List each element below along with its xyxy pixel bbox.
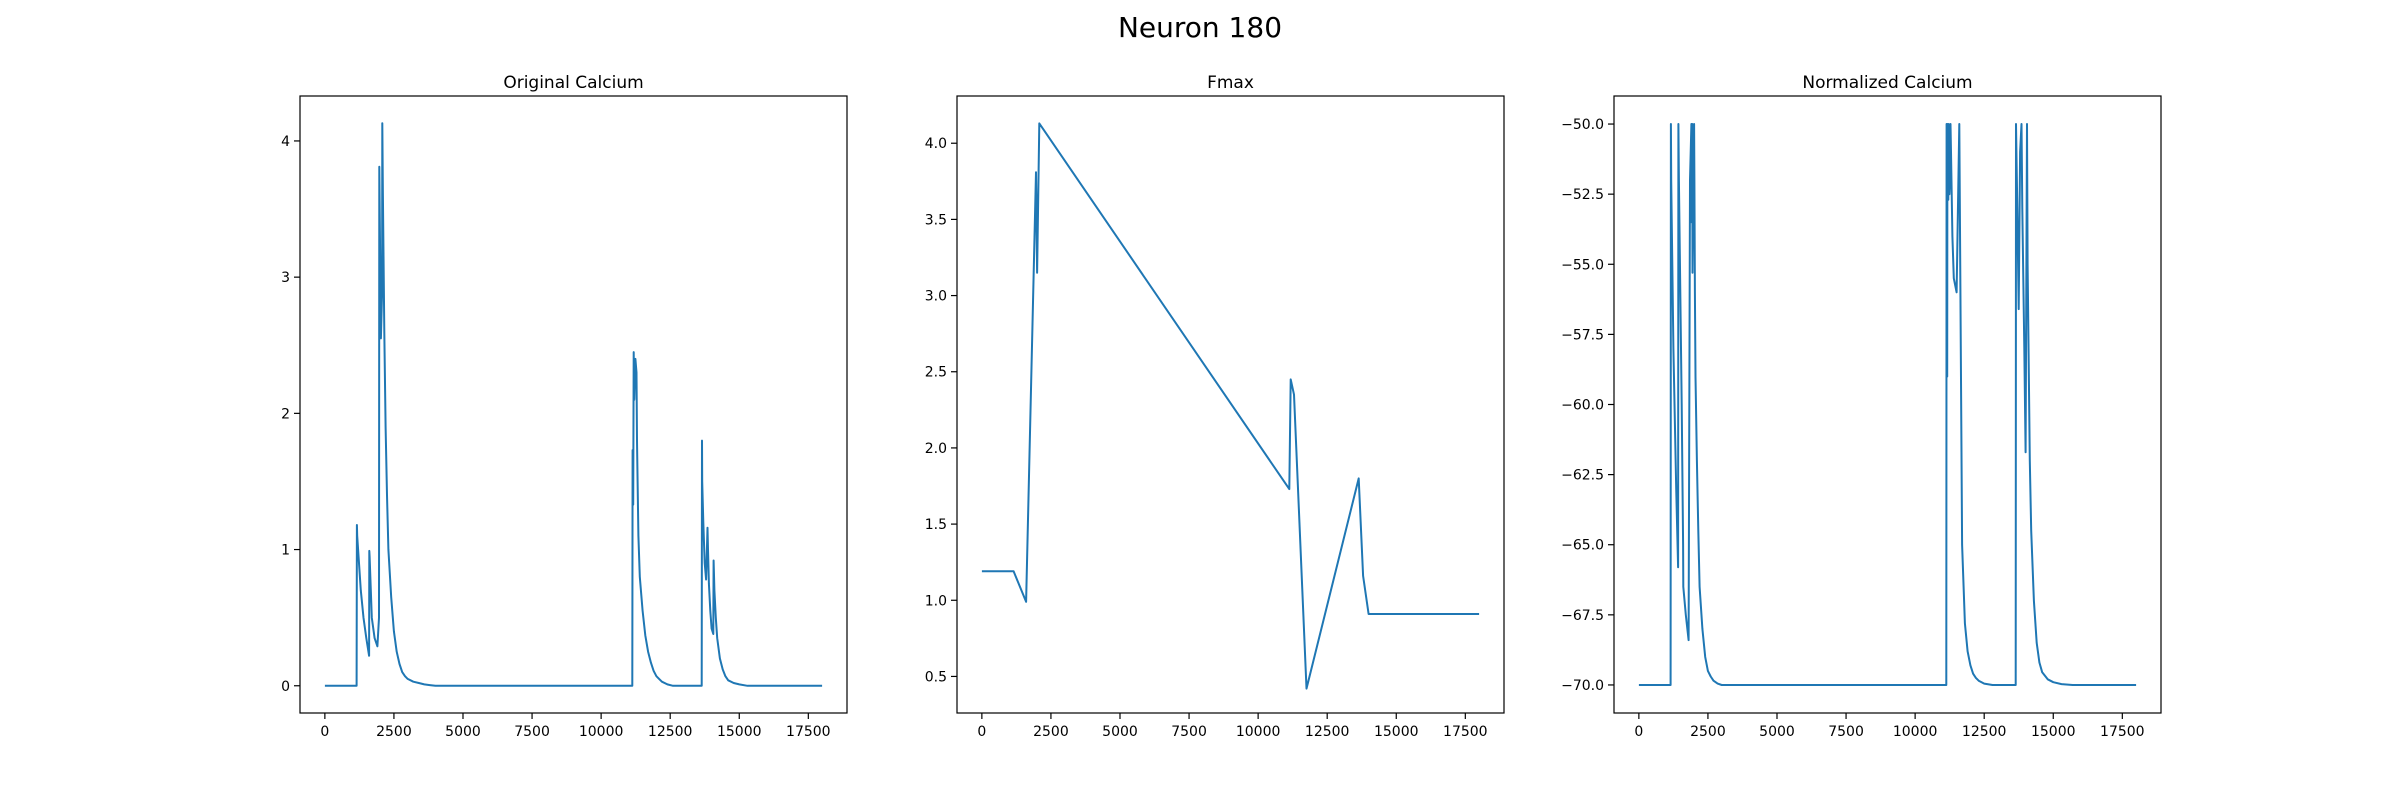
x-tick-label: 2500	[1033, 724, 1069, 740]
subplot-fmax: Fmax 0 2500 5000 7500 10000 12500 15000 17500 0.…	[925, 73, 1505, 740]
axes-frame	[299, 95, 848, 714]
x-tick-label: 7500	[1828, 724, 1864, 740]
x-tick-label: 15000	[2031, 724, 2076, 740]
y-tick-label: −65.0	[1561, 538, 1604, 554]
y-tick-label: −67.5	[1561, 608, 1604, 624]
y-tick-label: 3.0	[925, 289, 947, 305]
x-tick-label: 10000	[1236, 724, 1281, 740]
x-tick-label: 15000	[1374, 724, 1419, 740]
subplot-title: Fmax	[1207, 73, 1254, 93]
y-tick-label: 0.5	[925, 669, 947, 685]
x-tick-label: 0	[320, 724, 329, 740]
y-tick-label: 4	[281, 134, 290, 150]
y-tick-label: 3	[281, 270, 290, 286]
y-tick-label: −52.5	[1561, 187, 1604, 203]
y-tick-label: 3.5	[925, 212, 947, 228]
y-tick-label: 2.5	[925, 365, 947, 381]
x-tick-label: 17500	[1443, 724, 1488, 740]
y-tick-label: 4.0	[925, 136, 947, 152]
subplot-title: Normalized Calcium	[1802, 73, 1972, 93]
y-tick-label: −60.0	[1561, 398, 1604, 414]
subplot-normalized-calcium: Normalized Calcium 0 2500 5000 7500 10000 125…	[1561, 73, 2162, 740]
y-tick-label: −57.5	[1561, 327, 1604, 343]
x-tick-label: 7500	[514, 724, 550, 740]
y-tick-label: 1.0	[925, 593, 947, 609]
y-tick-label: −70.0	[1561, 678, 1604, 694]
x-tick-label: 5000	[1102, 724, 1138, 740]
y-tick-label: −62.5	[1561, 468, 1604, 484]
axes-frame	[956, 95, 1505, 714]
series-line	[1638, 123, 2137, 686]
series-line	[981, 122, 1480, 690]
y-tick-label: 1	[281, 543, 290, 559]
series-line	[324, 122, 823, 687]
subplot-original-calcium: Original Calcium 0 2500 5000 7500 10000 12500…	[281, 73, 848, 740]
x-tick-label: 2500	[376, 724, 412, 740]
x-tick-label: 5000	[445, 724, 481, 740]
y-tick-label: −55.0	[1561, 257, 1604, 273]
x-tick-label: 0	[1634, 724, 1643, 740]
x-tick-label: 17500	[2100, 724, 2145, 740]
y-tick-label: −50.0	[1561, 117, 1604, 133]
y-tick-label: 0	[281, 679, 290, 695]
x-tick-label: 5000	[1759, 724, 1795, 740]
x-tick-label: 12500	[1962, 724, 2007, 740]
x-tick-label: 7500	[1171, 724, 1207, 740]
x-tick-label: 10000	[1893, 724, 1938, 740]
x-tick-label: 0	[977, 724, 986, 740]
subplot-title: Original Calcium	[503, 73, 643, 93]
x-tick-label: 17500	[786, 724, 831, 740]
x-tick-label: 15000	[717, 724, 762, 740]
y-tick-label: 1.5	[925, 517, 947, 533]
y-tick-label: 2	[281, 406, 290, 422]
y-tick-label: 2.0	[925, 441, 947, 457]
x-tick-label: 12500	[1305, 724, 1350, 740]
x-tick-label: 12500	[648, 724, 693, 740]
x-tick-label: 2500	[1690, 724, 1726, 740]
figure-title: Neuron 180	[1118, 11, 1282, 44]
x-tick-label: 10000	[579, 724, 624, 740]
